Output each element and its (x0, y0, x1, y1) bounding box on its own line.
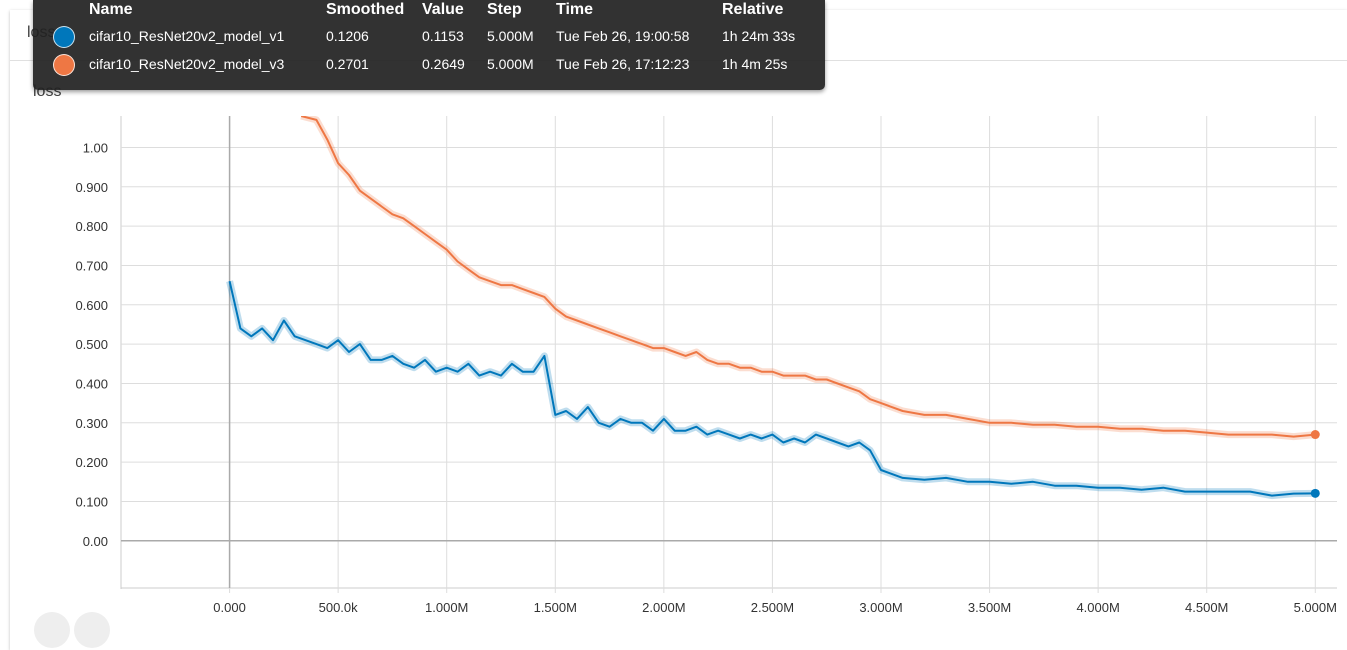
tooltip-row-smoothed: 0.1206 (326, 28, 369, 44)
series-line (300, 116, 1316, 438)
y-tick-label: 0.400 (75, 376, 108, 391)
y-tick-label: 0.700 (75, 258, 108, 273)
y-tick-label: 0.800 (75, 219, 108, 234)
series-line (228, 280, 1316, 497)
tooltip-header-step: Step (487, 1, 522, 18)
x-tick-label: 2.000M (642, 600, 685, 615)
x-tick-label: 3.500M (968, 600, 1011, 615)
tooltip-row-name: cifar10_ResNet20v2_model_v1 (89, 28, 285, 44)
tooltip-row-time: Tue Feb 26, 17:12:23 (556, 56, 690, 72)
series-color-swatch (53, 54, 75, 76)
toggle-fit-domain-button[interactable] (74, 612, 110, 648)
tooltip: Name Smoothed Value Step Time Relative c… (33, 0, 825, 90)
x-tick-label: 1.500M (534, 600, 577, 615)
tooltip-row-smoothed: 0.2701 (326, 56, 369, 72)
toggle-log-scale-button[interactable] (34, 612, 70, 648)
tooltip-row-value: 0.2649 (422, 56, 465, 72)
tooltip-header-name: Name (89, 1, 133, 18)
y-tick-label: 0.600 (75, 298, 108, 313)
chart-card: loss (10, 10, 1347, 650)
tooltip-header-relative: Relative (722, 1, 784, 18)
tooltip-header-value: Value (422, 1, 464, 18)
x-tick-label: 0.000 (213, 600, 246, 615)
tooltip-row-step: 5.000M (487, 56, 534, 72)
x-tick-label: 4.000M (1076, 600, 1119, 615)
tooltip-row-name: cifar10_ResNet20v2_model_v3 (89, 56, 285, 72)
series-raw-band (300, 116, 1316, 441)
y-tick-label: 0.100 (75, 494, 108, 509)
tooltip-row-step: 5.000M (487, 28, 534, 44)
tooltip-header-smoothed: Smoothed (326, 1, 405, 18)
tooltip-row-relative: 1h 4m 25s (722, 56, 788, 72)
y-tick-label: 0.00 (83, 534, 108, 549)
x-tick-label: 2.500M (751, 600, 794, 615)
tooltip-row-relative: 1h 24m 33s (722, 28, 796, 44)
series-end-point (1310, 430, 1320, 440)
x-tick-label: 500.0k (319, 600, 359, 615)
x-tick-label: 1.000M (425, 600, 468, 615)
y-tick-label: 0.300 (75, 416, 108, 431)
series-color-swatch (53, 26, 75, 48)
tooltip-row-value: 0.1153 (422, 28, 464, 44)
x-tick-label: 5.000M (1294, 600, 1337, 615)
tooltip-row-time: Tue Feb 26, 19:00:58 (556, 28, 690, 44)
y-tick-label: 0.500 (75, 337, 108, 352)
loss-chart[interactable]: 0.000 500.0k 1.000M 1.500M 2.000M 2.500M 3.000… (0, 0, 1347, 622)
tooltip-header-time: Time (556, 1, 594, 18)
y-tick-label: 1.00 (83, 140, 108, 155)
y-tick-label: 0.900 (75, 180, 108, 195)
y-tick-label: 0.200 (75, 455, 108, 470)
x-tick-label: 3.000M (859, 600, 902, 615)
series-end-point (1310, 488, 1320, 498)
x-tick-label: 4.500M (1185, 600, 1228, 615)
